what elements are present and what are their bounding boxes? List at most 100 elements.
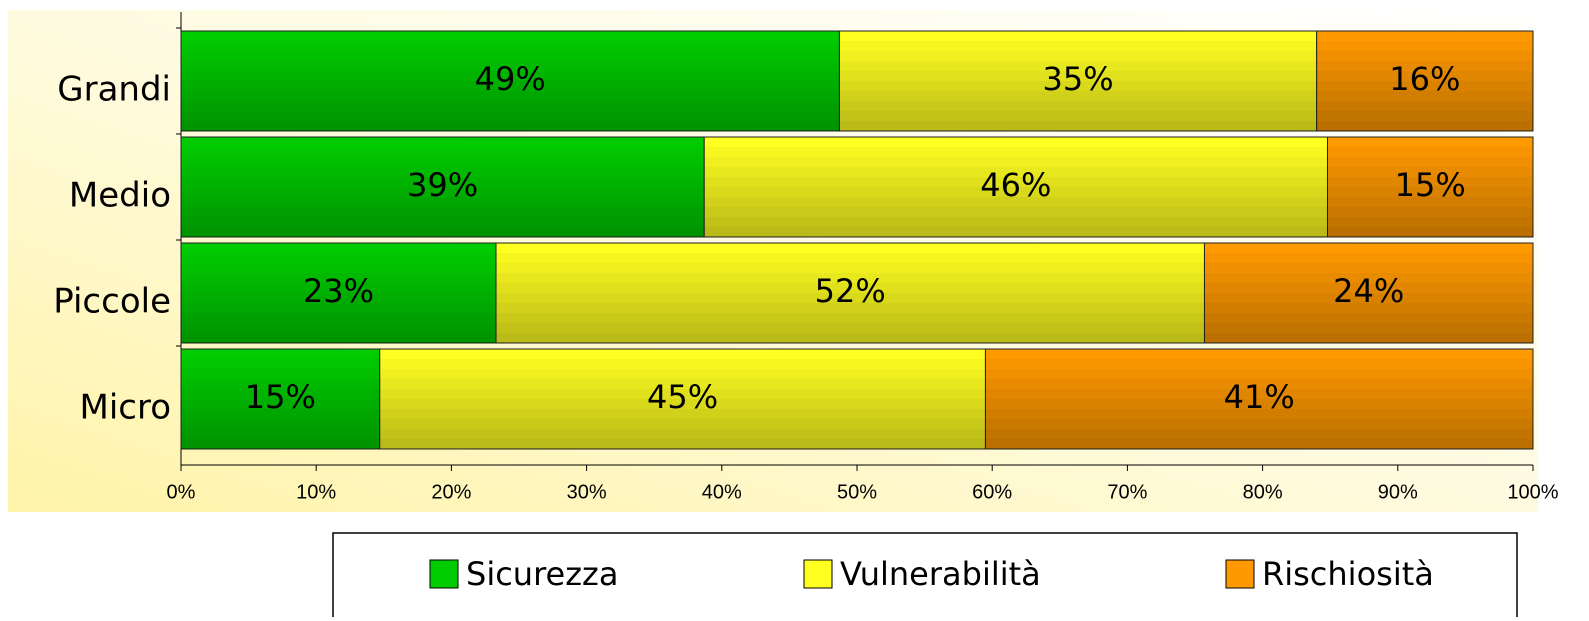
shade (1317, 31, 1533, 41)
shade (181, 227, 705, 237)
shade (496, 323, 1205, 333)
legend-swatch (803, 559, 833, 589)
shade (839, 81, 1317, 91)
shade (1204, 293, 1533, 303)
shade (496, 253, 1204, 263)
shade (181, 101, 840, 111)
bar-segment (1326, 136, 1534, 238)
x-tick-label: 10% (296, 481, 336, 503)
shade (379, 439, 986, 449)
x-tick-label: 30% (567, 481, 607, 503)
shade (985, 369, 1533, 379)
y-tick-label: Piccole (53, 282, 171, 322)
legend-box (332, 532, 1518, 621)
shade (1327, 137, 1533, 147)
bar-segment (984, 348, 1534, 450)
shade (496, 243, 1204, 253)
value-label: 46% (980, 166, 1051, 204)
shade (181, 409, 380, 419)
shade (496, 263, 1205, 273)
value-label: 35% (1042, 60, 1113, 98)
legend-swatch (429, 559, 459, 589)
shade (985, 419, 1533, 429)
shade (181, 31, 839, 41)
x-tick-label: 70% (1107, 481, 1147, 503)
shade (379, 399, 986, 409)
shade (1327, 147, 1533, 157)
shade (181, 419, 380, 429)
shade (181, 303, 497, 313)
shade (1204, 273, 1533, 283)
shade (839, 51, 1317, 61)
shade (181, 439, 380, 449)
shade (181, 147, 704, 157)
shade (181, 323, 497, 333)
x-tick-label: 20% (431, 481, 471, 503)
shade (181, 137, 704, 147)
shade (1327, 187, 1533, 197)
shade (839, 71, 1317, 81)
shade (181, 41, 839, 51)
shade (985, 429, 1533, 439)
shade (985, 439, 1533, 449)
shade (379, 429, 986, 439)
shade (379, 379, 986, 389)
shade (1327, 157, 1533, 167)
shade (181, 429, 380, 439)
bar-segment (180, 136, 705, 238)
x-tick-label: 0% (167, 481, 196, 503)
shade (839, 111, 1317, 121)
shade (181, 349, 380, 359)
shade (704, 137, 1327, 147)
bar-segment (180, 348, 381, 450)
bar-segment (180, 242, 497, 344)
shade (1204, 303, 1533, 313)
value-label: 23% (303, 272, 374, 310)
shade (181, 243, 496, 253)
value-label: 15% (245, 378, 316, 416)
shade (704, 167, 1328, 177)
bar-segment (1203, 242, 1534, 344)
shade (704, 157, 1328, 167)
value-label: 24% (1333, 272, 1404, 310)
shade (704, 177, 1328, 187)
shade (1204, 323, 1533, 333)
shade (839, 41, 1316, 51)
shade (1316, 91, 1533, 101)
shade (704, 187, 1328, 197)
shade (1204, 263, 1533, 273)
x-tick-label: 40% (702, 481, 742, 503)
bar-segment (495, 242, 1205, 344)
shade (379, 389, 986, 399)
shade (985, 379, 1533, 389)
shade (181, 51, 840, 61)
shade (1327, 167, 1533, 177)
x-tick-label: 50% (837, 481, 877, 503)
x-tick-label: 90% (1378, 481, 1418, 503)
value-label: 39% (407, 166, 478, 204)
shade (181, 177, 705, 187)
shade (379, 419, 986, 429)
shade (181, 207, 705, 217)
shade (181, 157, 705, 167)
shade (496, 293, 1205, 303)
shade (704, 147, 1327, 157)
shade (839, 31, 1316, 41)
shade (379, 409, 986, 419)
shade (181, 61, 840, 71)
shade (181, 187, 705, 197)
shade (1204, 243, 1533, 253)
shade (1316, 121, 1533, 131)
shade (1316, 51, 1533, 61)
shade (985, 359, 1533, 369)
shade (181, 313, 497, 323)
shade (496, 333, 1205, 343)
shade (839, 61, 1317, 71)
value-label: 45% (647, 378, 718, 416)
bar-segment (1316, 30, 1534, 132)
shade (181, 91, 840, 101)
shade (985, 349, 1533, 359)
shade (1316, 71, 1533, 81)
bar-segment (379, 348, 986, 450)
shade (839, 121, 1317, 131)
